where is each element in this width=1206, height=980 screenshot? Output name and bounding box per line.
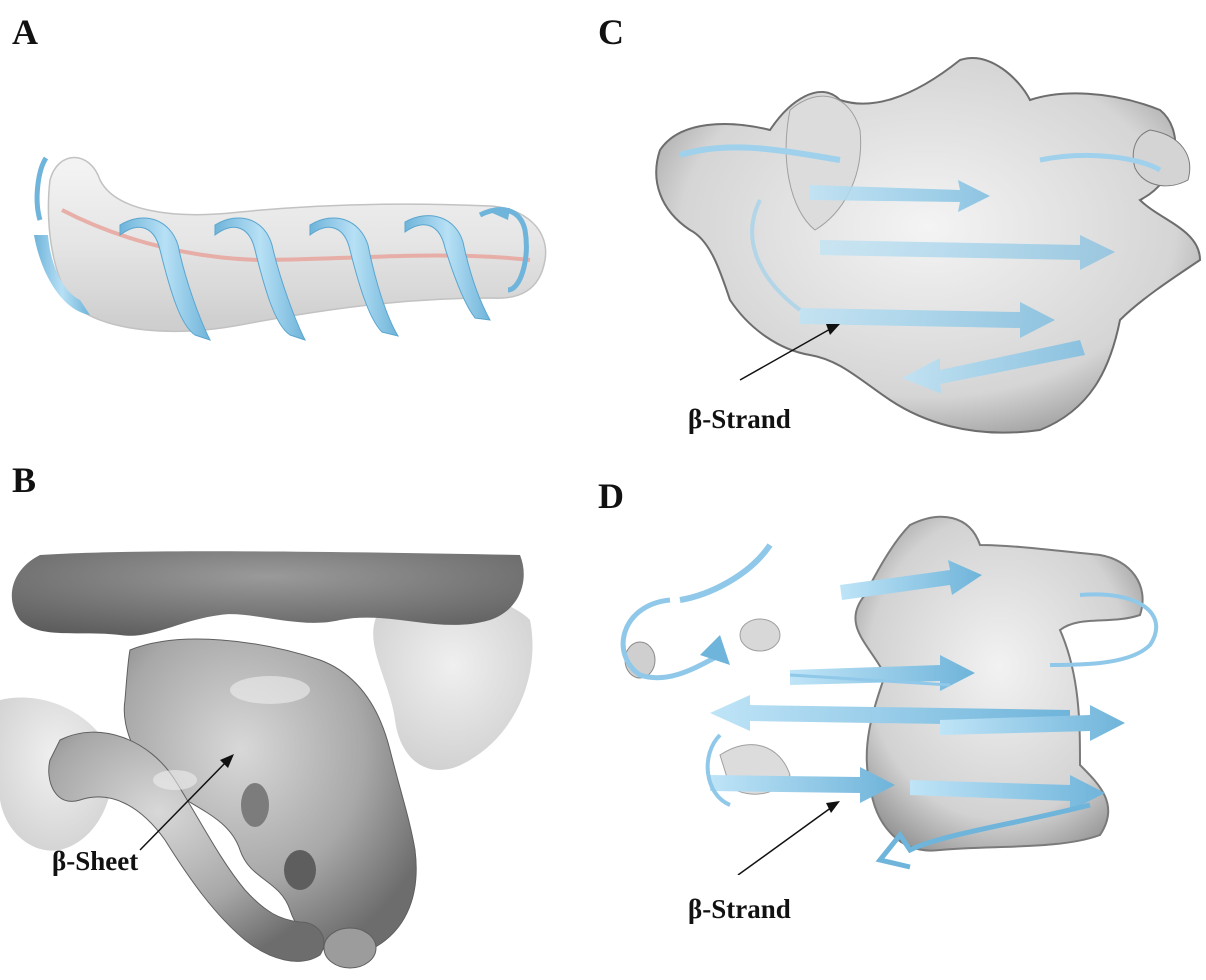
panel-letter-b: B <box>12 460 37 500</box>
panel-letter-c: C <box>598 12 624 52</box>
panel-c-strand-image <box>640 40 1206 440</box>
panel-letter-d: D <box>598 476 624 516</box>
panel-b-sheet-image <box>0 550 540 970</box>
panel-c-beta-strand-label: β-Strand <box>688 404 791 434</box>
panel-b-beta-sheet-label: β-Sheet <box>52 846 139 876</box>
panel-letter-a: A <box>12 12 38 52</box>
panel-a-helix-image <box>20 140 560 370</box>
panel-d-strand-image <box>610 505 1190 875</box>
panel-d-beta-strand-label: β-Strand <box>688 894 791 924</box>
